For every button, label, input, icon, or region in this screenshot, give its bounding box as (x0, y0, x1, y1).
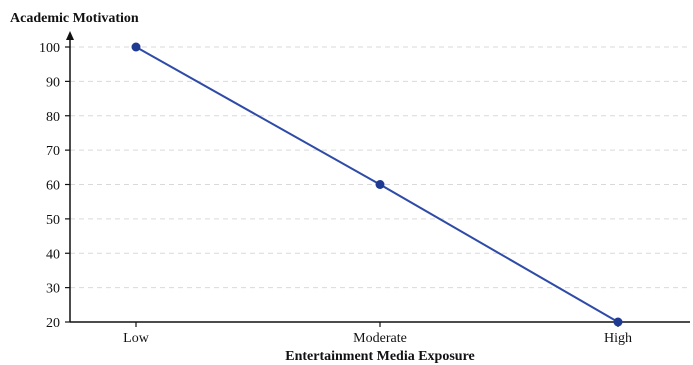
y-tick-label: 80 (46, 110, 60, 125)
x-tick-labels: Low Moderate High (123, 322, 632, 346)
y-tick-label: 40 (46, 247, 60, 262)
y-tick-label: 100 (39, 41, 60, 56)
y-tick-label: 30 (46, 282, 60, 297)
data-point-moderate (376, 180, 385, 189)
y-tick-label: 60 (46, 179, 60, 194)
x-tick-label: High (604, 331, 632, 346)
y-tick-label: 20 (46, 316, 60, 331)
y-tick-labels: 20 30 40 50 60 70 80 90 100 (39, 41, 70, 331)
axes (66, 31, 690, 322)
x-tick-label: Moderate (353, 331, 407, 346)
y-axis-arrow (66, 31, 74, 40)
gridlines (70, 47, 690, 288)
y-axis-label: Academic Motivation (10, 11, 139, 26)
x-tick-label: Low (123, 331, 150, 346)
y-tick-label: 90 (46, 75, 60, 90)
y-tick-label: 50 (46, 213, 60, 228)
x-axis-label: Entertainment Media Exposure (285, 349, 475, 364)
y-tick-label: 70 (46, 144, 60, 159)
data-point-low (132, 43, 141, 52)
data-point-high (614, 318, 623, 327)
